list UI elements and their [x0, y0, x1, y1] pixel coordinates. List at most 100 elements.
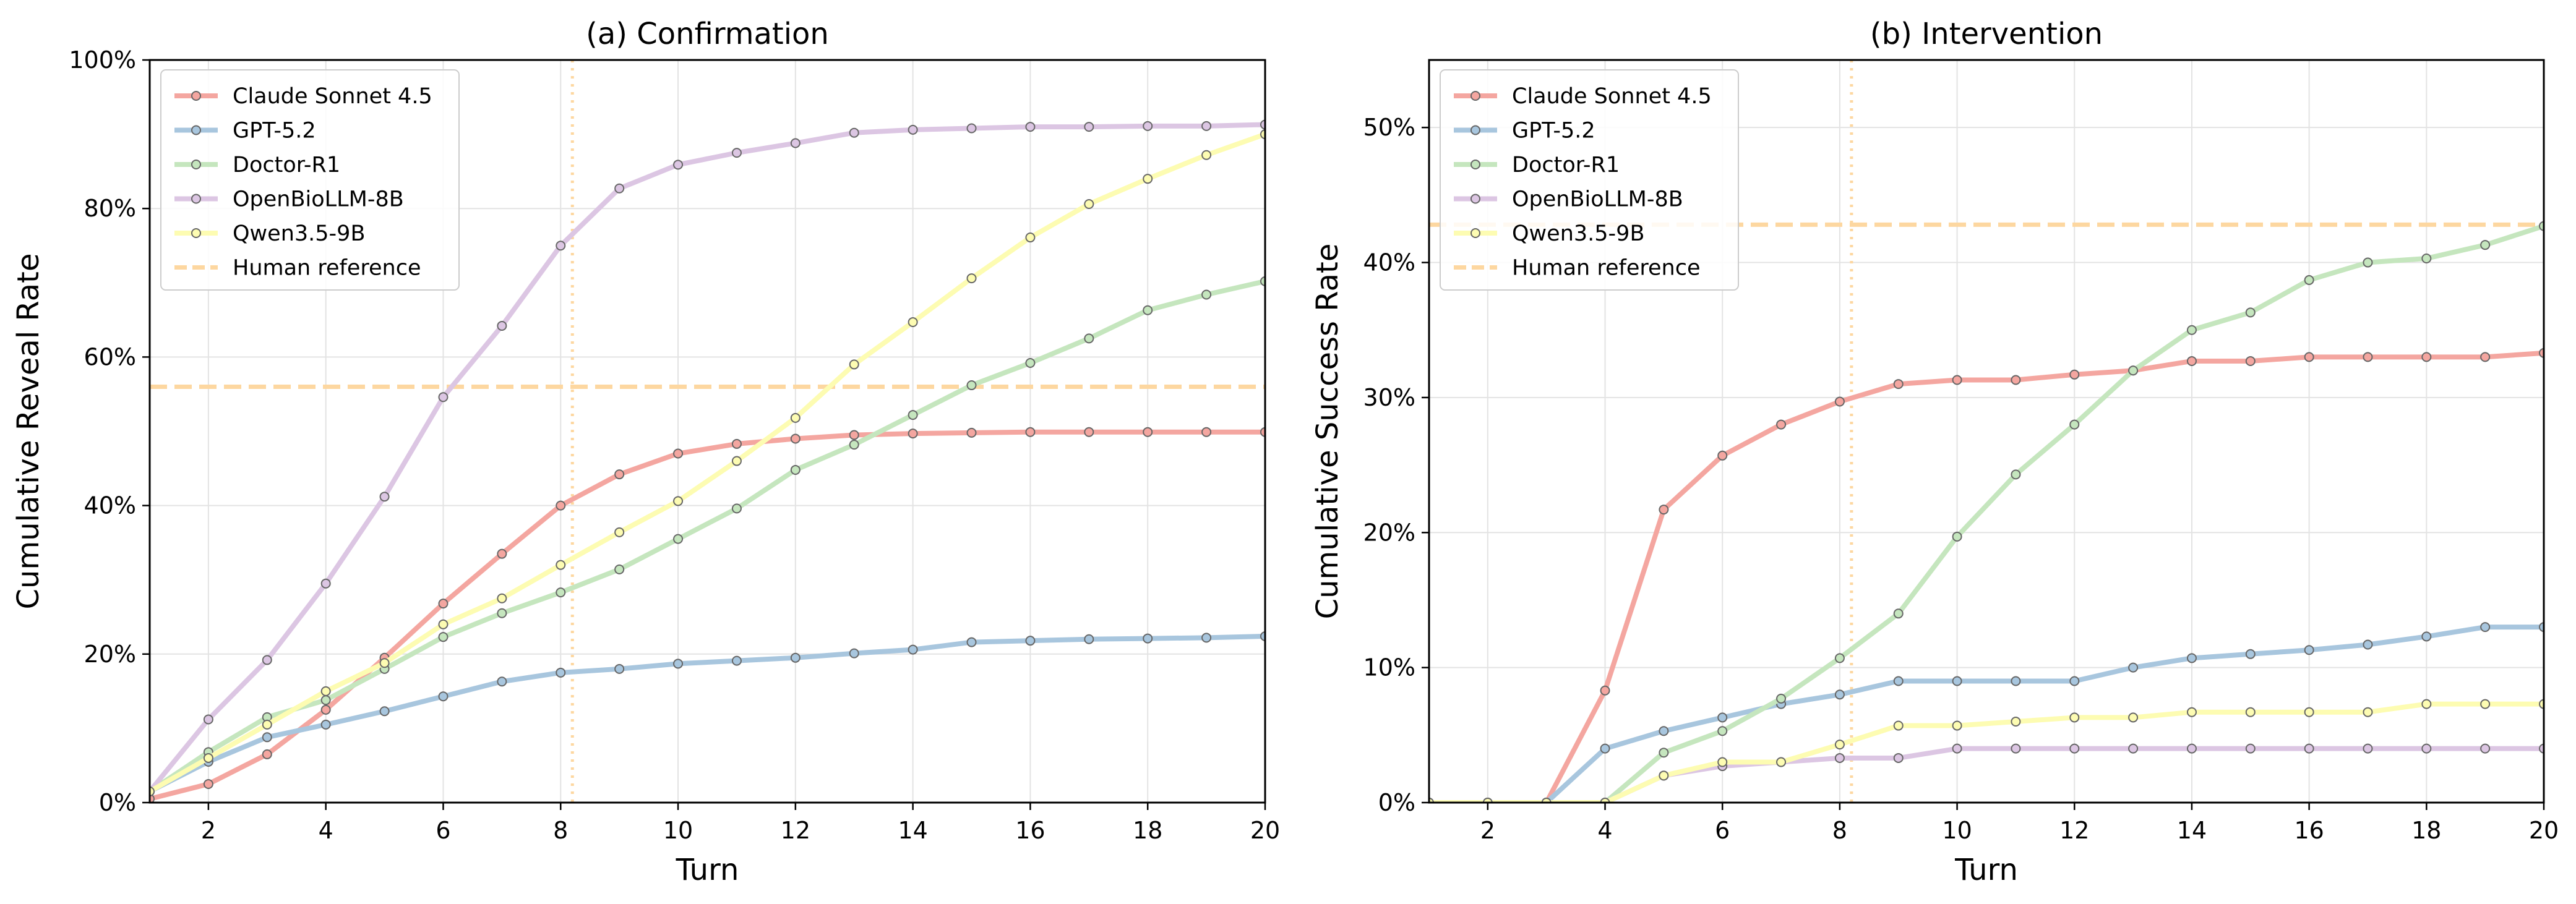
- data-point: [2539, 348, 2544, 358]
- data-point: [2539, 743, 2544, 754]
- data-point: [731, 503, 742, 514]
- data-point: [2304, 743, 2314, 754]
- data-point: [2011, 375, 2021, 385]
- data-point: [1260, 631, 1265, 641]
- y-tick-label: 20%: [84, 641, 136, 668]
- legend-label-human: Human reference: [1512, 256, 1700, 281]
- data-point: [2480, 743, 2491, 754]
- data-point: [556, 560, 566, 570]
- legend-label: OpenBioLLM-8B: [233, 187, 404, 212]
- x-tick-label: 12: [2059, 817, 2089, 844]
- data-point: [1084, 122, 1094, 132]
- data-point: [497, 320, 507, 331]
- y-tick-label: 10%: [1363, 654, 1415, 681]
- y-tick-label: 20%: [1363, 519, 1415, 546]
- data-point: [1659, 770, 1669, 781]
- chart-title: (a) Confirmation: [586, 17, 829, 51]
- y-tick-label: 100%: [69, 46, 136, 74]
- data-point: [2069, 419, 2080, 430]
- data-point: [2186, 743, 2197, 754]
- series-line: [150, 122, 1265, 794]
- data-point: [1893, 720, 1904, 731]
- data-point: [150, 786, 155, 796]
- series-line: [150, 633, 1265, 794]
- data-point: [320, 578, 331, 589]
- series-line: [1429, 350, 2544, 803]
- data-point: [2011, 676, 2021, 686]
- y-tick-label: 40%: [84, 492, 136, 519]
- data-point: [1893, 676, 1904, 686]
- data-point: [2363, 743, 2373, 754]
- data-point: [438, 392, 449, 403]
- data-point: [614, 564, 625, 574]
- data-point: [1893, 608, 1904, 619]
- data-point: [379, 706, 390, 717]
- legend-box: [160, 69, 460, 291]
- data-point: [2011, 716, 2021, 727]
- data-point: [438, 619, 449, 629]
- data-point: [1952, 720, 1962, 731]
- data-point: [790, 138, 801, 148]
- data-point: [1952, 676, 1962, 686]
- data-point: [849, 440, 859, 450]
- x-tick-label: 16: [1015, 817, 1045, 844]
- y-axis-label: Cumulative Success Rate: [1310, 244, 1345, 620]
- data-point: [2186, 707, 2197, 717]
- data-point: [1143, 633, 1153, 644]
- data-point: [2186, 356, 2197, 366]
- data-point: [1084, 427, 1094, 437]
- data-point: [908, 644, 918, 655]
- y-tick-label: 60%: [84, 343, 136, 370]
- data-point: [320, 686, 331, 696]
- data-point: [1952, 531, 1962, 542]
- data-point: [320, 695, 331, 706]
- data-point: [1260, 276, 1265, 286]
- data-point: [1659, 726, 1669, 736]
- legend-label: Claude Sonnet 4.5: [233, 84, 432, 109]
- y-tick-label: 40%: [1363, 249, 1415, 276]
- x-tick-label: 4: [319, 817, 333, 844]
- data-point: [203, 714, 213, 725]
- x-tick-label: 14: [898, 817, 927, 844]
- series-gpt-5-2: [150, 631, 1265, 796]
- data-point: [908, 124, 918, 135]
- legend-label: GPT-5.2: [233, 119, 316, 143]
- y-tick-label: 0%: [1378, 789, 1415, 816]
- data-point: [2363, 707, 2373, 717]
- data-point: [1776, 693, 1787, 704]
- data-point: [673, 496, 684, 506]
- data-point: [379, 492, 390, 502]
- data-point: [1834, 740, 1845, 750]
- data-point: [790, 433, 801, 444]
- data-point: [1025, 232, 1036, 243]
- data-point: [1659, 505, 1669, 515]
- data-point: [2539, 699, 2544, 709]
- legend-label: Qwen3.5-9B: [233, 221, 365, 246]
- y-tick-label: 30%: [1363, 384, 1415, 411]
- data-point: [262, 732, 272, 743]
- legend-marker: [1470, 91, 1480, 101]
- data-point: [1717, 450, 1728, 461]
- data-point: [2245, 307, 2256, 318]
- data-point: [320, 719, 331, 730]
- x-tick-label: 8: [553, 817, 568, 844]
- data-point: [1776, 419, 1787, 430]
- data-point: [2186, 653, 2197, 663]
- data-point: [556, 500, 566, 511]
- x-tick-label: 12: [781, 817, 810, 844]
- data-point: [1143, 174, 1153, 184]
- y-tick-label: 50%: [1363, 114, 1415, 141]
- data-point: [438, 632, 449, 642]
- series-line: [1429, 625, 2544, 803]
- data-point: [790, 652, 801, 663]
- x-tick-label: 6: [436, 817, 450, 844]
- data-point: [262, 749, 272, 759]
- data-point: [2128, 743, 2139, 754]
- data-point: [2245, 649, 2256, 659]
- data-point: [2421, 743, 2432, 754]
- data-point: [438, 691, 449, 702]
- data-point: [2069, 369, 2080, 380]
- data-point: [2539, 622, 2544, 633]
- series-line: [150, 278, 1265, 794]
- data-point: [497, 676, 507, 687]
